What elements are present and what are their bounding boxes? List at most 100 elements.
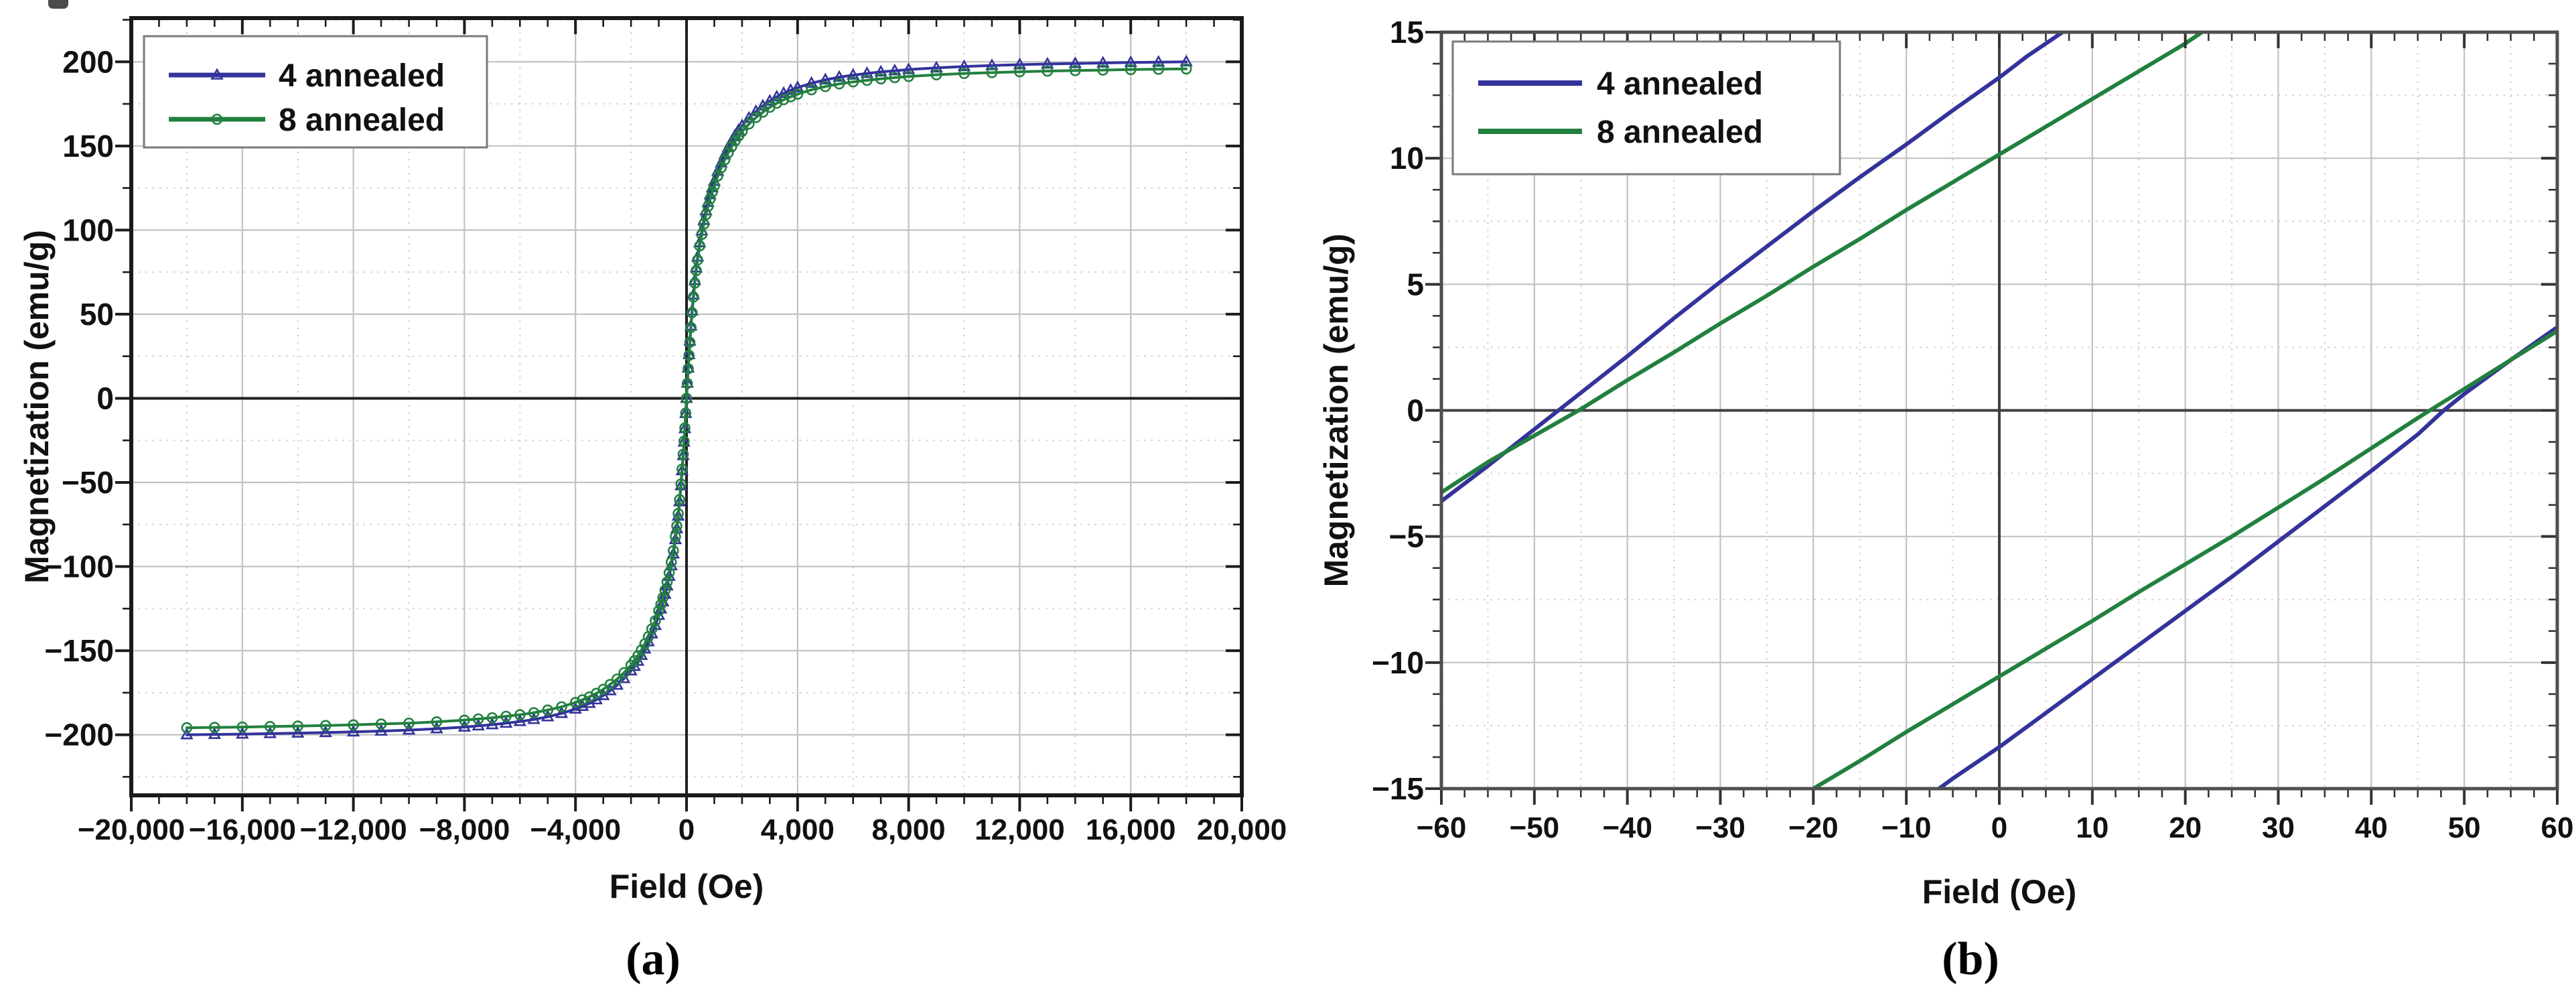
circle-marker	[684, 336, 696, 348]
triangle-marker	[1151, 55, 1165, 67]
circle-marker	[704, 193, 716, 205]
triangle-marker	[527, 712, 541, 724]
circle-marker	[683, 350, 695, 361]
x-axis-tick-label: 4,000	[761, 813, 835, 846]
circle-marker	[792, 88, 804, 100]
circle-marker	[875, 73, 887, 84]
triangle-marker	[402, 722, 416, 735]
circle-marker	[459, 714, 470, 726]
circle-marker	[694, 240, 705, 252]
circle-marker	[709, 180, 720, 192]
triangle-marker	[513, 714, 527, 726]
circle-marker	[736, 125, 748, 137]
y-axis-tick-label: 100	[62, 212, 114, 247]
circle-marker	[678, 436, 690, 447]
circle-marker	[1125, 64, 1137, 76]
circle-marker	[691, 265, 702, 277]
circle-marker	[665, 556, 677, 568]
x-axis-title: Field (Oe)	[1922, 873, 2077, 911]
triangle-marker	[846, 68, 860, 80]
tick-labels: −60 −50 −40 −30 −20 −10 0 10 20 30 40 50 60151050−5−…	[1372, 15, 2574, 844]
y-axis-tick-label: 0	[96, 381, 114, 415]
triangle-marker	[1096, 56, 1110, 68]
triangle-marker	[791, 80, 804, 92]
circle-marker	[375, 718, 387, 730]
triangle-marker	[1013, 57, 1027, 70]
circle-marker	[750, 112, 762, 123]
y-axis-tick-label: 5	[1407, 267, 1424, 302]
x-axis-title: Field (Oe)	[610, 868, 764, 905]
x-axis-tick-label: 50	[2448, 811, 2481, 844]
x-axis-tick-label: 8,000	[872, 813, 946, 846]
triangle-marker	[957, 59, 971, 72]
x-axis-tick-label: −4,000	[530, 813, 621, 846]
triangle-marker	[263, 726, 277, 738]
x-axis-tick-label: 12,000	[975, 813, 1065, 846]
circle-marker	[677, 448, 689, 460]
x-axis-tick-label: −50	[1510, 811, 1560, 844]
circle-marker	[1070, 65, 1081, 76]
circle-marker	[663, 567, 675, 578]
plot-frame	[129, 16, 1244, 797]
series-8-annealed-upper	[1441, 32, 2204, 494]
series-8-annealed-lower	[1811, 329, 2557, 789]
triangle-marker	[346, 724, 360, 737]
plot-frame	[1439, 30, 2559, 791]
circle-marker	[674, 494, 685, 505]
triangle-marker	[541, 710, 555, 722]
circle-marker	[688, 291, 699, 303]
circle-marker	[486, 712, 498, 724]
circle-marker	[1042, 65, 1054, 77]
triangle-marker	[860, 66, 874, 78]
circle-marker	[577, 694, 588, 706]
circle-marker	[528, 707, 540, 719]
y-axis-tick-label: 200	[62, 44, 114, 79]
legend-entry-label-4-annealed: 4 annealed	[279, 58, 445, 94]
triangle-marker	[374, 724, 388, 736]
legend-entry-label-4-annealed: 4 annealed	[1597, 66, 1763, 102]
circle-marker	[472, 713, 484, 725]
circle-marker	[889, 72, 901, 84]
triangle-marker	[888, 63, 902, 76]
circle-marker	[236, 721, 248, 733]
circle-marker	[675, 478, 687, 490]
triangle-marker	[210, 68, 224, 80]
circle-marker	[681, 393, 693, 404]
x-axis-tick-label: 16,000	[1086, 813, 1176, 846]
circle-marker	[672, 508, 684, 519]
triangle-marker	[662, 569, 676, 581]
legend-box	[1451, 40, 1841, 176]
circle-marker	[930, 69, 942, 80]
legend: 4 annealed 8 annealed	[143, 35, 488, 149]
y-axis-tick-label: −200	[44, 718, 114, 752]
triangle-marker	[804, 76, 818, 88]
legend-entry-label-8-annealed: 8 annealed	[279, 103, 445, 138]
triangle-marker	[430, 721, 443, 734]
x-axis-tick-label: −8,000	[419, 813, 510, 846]
x-axis-tick-label: −20,000	[78, 813, 185, 846]
circle-marker	[986, 67, 998, 78]
circle-marker	[903, 70, 914, 82]
panel-b: −60 −50 −40 −30 −20 −10 0 10 20 30 40 50 60151050−5−…	[1317, 15, 2573, 911]
circle-marker	[681, 378, 693, 389]
x-axis-tick-label: 0	[1991, 811, 2007, 844]
y-axis-tick-label: 0	[1407, 393, 1424, 428]
x-axis-tick-label: −40	[1602, 811, 1652, 844]
legend-entry-label-8-annealed: 8 annealed	[1597, 115, 1763, 150]
circle-marker	[722, 147, 734, 159]
triangle-marker	[236, 726, 249, 739]
circle-marker	[1097, 64, 1109, 76]
x-axis-tick-label: 10	[2076, 811, 2108, 844]
circle-marker	[632, 650, 644, 661]
triangle-marker	[291, 726, 305, 738]
x-axis-tick-label: 20	[2169, 811, 2202, 844]
triangle-marker	[457, 720, 472, 732]
y-axis-title: Magnetization (emu/g)	[18, 230, 56, 584]
triangle-marker	[1041, 56, 1054, 69]
x-axis-tick-label: −10	[1881, 811, 1932, 844]
x-axis-tick-label: 30	[2262, 811, 2295, 844]
circle-marker	[431, 716, 443, 728]
triangle-marker	[555, 706, 569, 718]
x-axis-tick-label: −60	[1417, 811, 1467, 844]
